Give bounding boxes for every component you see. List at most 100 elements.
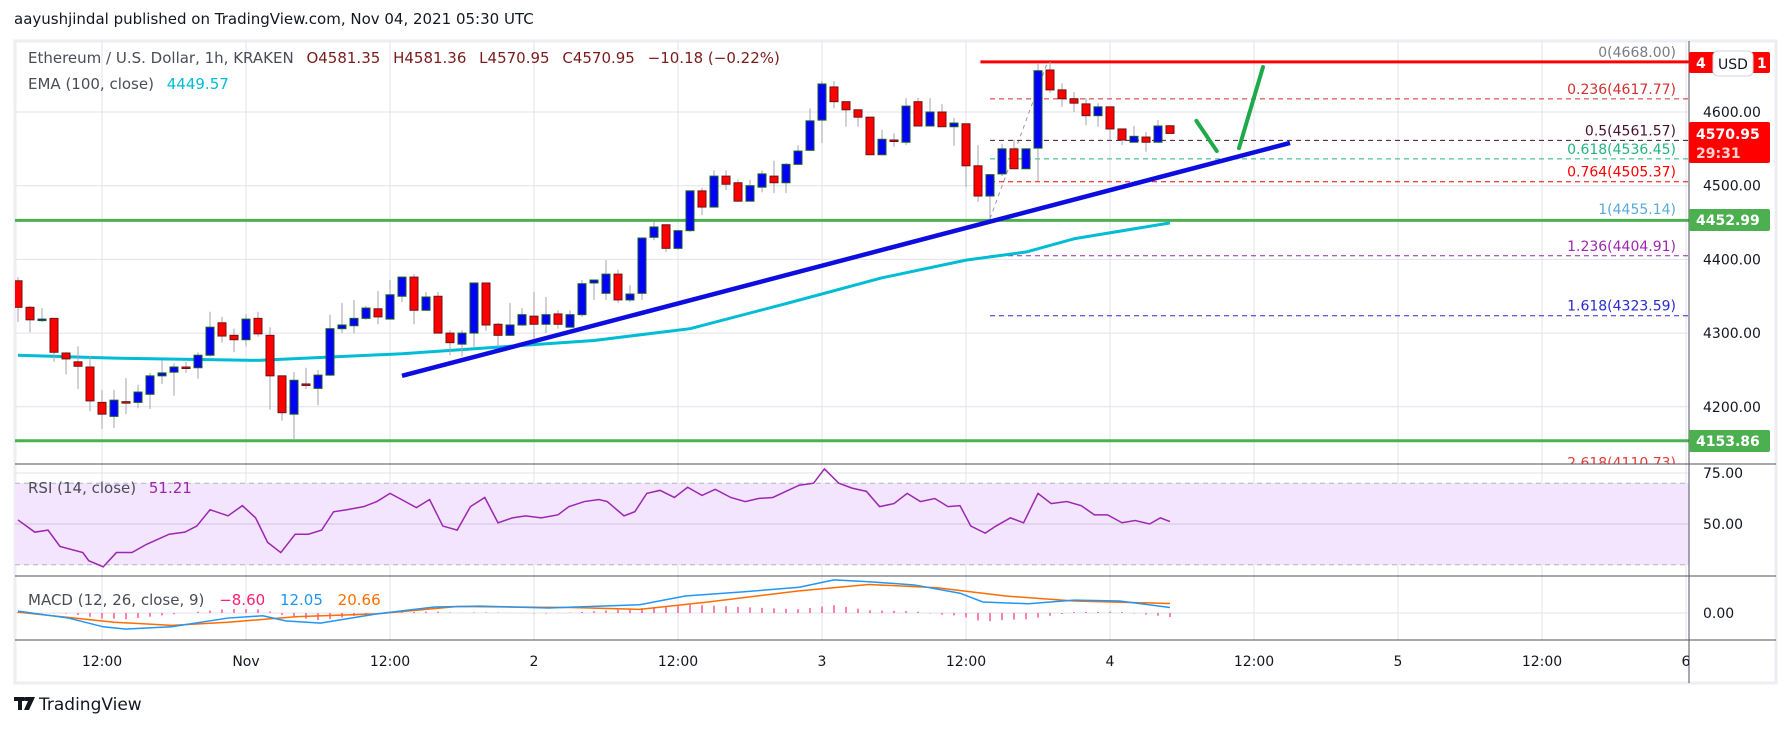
candle[interactable] bbox=[961, 123, 971, 188]
candle[interactable] bbox=[517, 308, 527, 326]
candle[interactable] bbox=[1081, 97, 1091, 126]
candle[interactable] bbox=[829, 81, 839, 109]
projection-arrow-line[interactable] bbox=[1194, 118, 1219, 154]
candle[interactable] bbox=[1165, 125, 1175, 134]
candle[interactable] bbox=[649, 221, 659, 241]
candle[interactable] bbox=[1033, 64, 1043, 182]
candle[interactable] bbox=[49, 317, 59, 362]
candle[interactable] bbox=[793, 145, 803, 165]
candle[interactable] bbox=[541, 296, 551, 334]
candle[interactable] bbox=[457, 330, 467, 357]
candle[interactable] bbox=[805, 108, 815, 151]
candle[interactable] bbox=[529, 291, 539, 340]
candle[interactable] bbox=[121, 378, 131, 415]
candle[interactable] bbox=[661, 224, 671, 253]
candle[interactable] bbox=[253, 311, 263, 337]
candle[interactable] bbox=[241, 313, 251, 347]
candle[interactable] bbox=[1009, 140, 1019, 170]
candle[interactable] bbox=[901, 97, 911, 146]
candle[interactable] bbox=[409, 274, 419, 325]
tradingview-logo[interactable]: TradingView bbox=[14, 695, 142, 715]
candle[interactable] bbox=[1141, 131, 1151, 152]
candle[interactable] bbox=[109, 389, 119, 429]
candle[interactable] bbox=[841, 101, 851, 127]
candle[interactable] bbox=[1105, 106, 1115, 141]
candle[interactable] bbox=[781, 162, 791, 194]
candle[interactable] bbox=[1057, 83, 1067, 107]
candle[interactable] bbox=[865, 116, 875, 156]
candle[interactable] bbox=[589, 279, 599, 300]
macd-signal-line[interactable] bbox=[17, 583, 1171, 627]
candle[interactable] bbox=[493, 322, 503, 348]
candle[interactable] bbox=[37, 308, 47, 323]
candle[interactable] bbox=[973, 145, 983, 202]
candle[interactable] bbox=[937, 103, 947, 128]
price-axis[interactable]: 4600.00 4500.00 4400.00 4300.00 4200.00 75.00… bbox=[1703, 105, 1761, 622]
candle[interactable] bbox=[1117, 128, 1127, 146]
candle[interactable] bbox=[925, 97, 935, 127]
candle[interactable] bbox=[733, 179, 743, 202]
candle[interactable] bbox=[349, 299, 359, 334]
candle[interactable] bbox=[385, 280, 395, 320]
candle[interactable] bbox=[709, 170, 719, 208]
candle[interactable] bbox=[397, 276, 407, 303]
candle[interactable] bbox=[505, 302, 515, 337]
candle[interactable] bbox=[361, 305, 371, 320]
candle[interactable] bbox=[997, 143, 1007, 177]
projection-arrow-line[interactable] bbox=[1237, 65, 1265, 151]
candle[interactable] bbox=[1069, 92, 1079, 112]
candle[interactable] bbox=[889, 133, 899, 147]
candle[interactable] bbox=[553, 310, 563, 329]
time-axis[interactable]: 12:00 Nov 12:00 2 12:00 3 12:00 4 12:00 5 12:00 6 bbox=[82, 654, 1691, 670]
candle[interactable] bbox=[301, 367, 311, 390]
candle[interactable] bbox=[217, 316, 227, 343]
candle[interactable] bbox=[625, 285, 635, 303]
candle[interactable] bbox=[1129, 126, 1139, 143]
candle[interactable] bbox=[205, 311, 215, 357]
candle[interactable] bbox=[277, 375, 287, 421]
candle[interactable] bbox=[613, 269, 623, 303]
candle[interactable] bbox=[469, 282, 479, 348]
candle[interactable] bbox=[1045, 61, 1055, 93]
candle[interactable] bbox=[721, 170, 731, 191]
candle[interactable] bbox=[433, 291, 443, 334]
candle[interactable] bbox=[373, 291, 383, 325]
candle[interactable] bbox=[157, 360, 167, 384]
candle[interactable] bbox=[193, 352, 203, 379]
candle[interactable] bbox=[14, 277, 23, 323]
candle[interactable] bbox=[97, 389, 107, 429]
candle[interactable] bbox=[913, 97, 923, 127]
candle[interactable] bbox=[685, 190, 695, 233]
rsi-line[interactable] bbox=[17, 467, 1171, 568]
candle[interactable] bbox=[637, 237, 647, 300]
trend-line[interactable] bbox=[401, 140, 1291, 379]
ema-100-line[interactable] bbox=[17, 221, 1171, 362]
candle[interactable] bbox=[817, 81, 827, 143]
candle[interactable] bbox=[949, 117, 959, 146]
candle[interactable] bbox=[421, 291, 431, 311]
candle[interactable] bbox=[1093, 103, 1103, 127]
candle[interactable] bbox=[85, 355, 95, 412]
macd-pane[interactable] bbox=[17, 579, 1171, 630]
price-pane[interactable]: 0(4668.00) 0.236(4617.77) 0.5(4561.57) 0.61… bbox=[14, 45, 1689, 473]
candle[interactable] bbox=[673, 230, 683, 250]
candle[interactable] bbox=[73, 346, 83, 390]
candle[interactable] bbox=[145, 372, 155, 410]
candle[interactable] bbox=[25, 305, 35, 333]
currency-button[interactable]: USD bbox=[1712, 50, 1754, 77]
candle[interactable] bbox=[985, 173, 995, 219]
candle[interactable] bbox=[1021, 148, 1031, 170]
candle[interactable] bbox=[289, 372, 299, 440]
candle[interactable] bbox=[337, 302, 347, 334]
rsi-pane[interactable] bbox=[17, 467, 1171, 568]
candle[interactable] bbox=[325, 314, 335, 376]
candle[interactable] bbox=[697, 187, 707, 216]
candle[interactable] bbox=[565, 310, 575, 328]
candle[interactable] bbox=[61, 352, 71, 375]
candle[interactable] bbox=[877, 129, 887, 156]
candle[interactable] bbox=[445, 330, 455, 356]
candle[interactable] bbox=[181, 361, 191, 373]
candle[interactable] bbox=[577, 280, 587, 317]
candle[interactable] bbox=[757, 170, 767, 193]
